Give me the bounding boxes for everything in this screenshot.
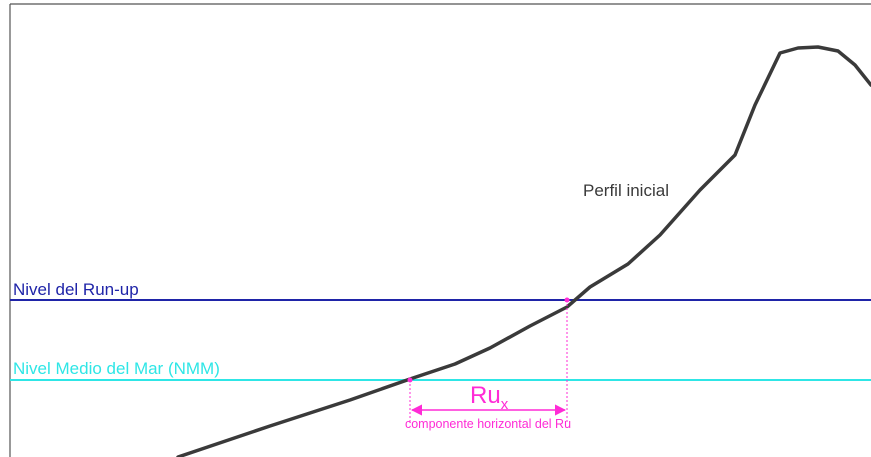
runup-intersection-marker [564,297,570,303]
msl-intersection-marker [407,377,413,383]
runup-level-label: Nivel del Run-up [13,280,139,299]
profile-label: Perfil inicial [583,181,669,200]
rux-label-main: Ru [470,382,501,409]
rux-caption: componente horizontal del Ru [405,417,571,431]
mean-sea-level-label: Nivel Medio del Mar (NMM) [13,359,220,378]
rux-label-subscript: x [501,396,509,413]
initial-profile-curve [176,45,871,457]
rux-label: Rux [470,382,509,413]
